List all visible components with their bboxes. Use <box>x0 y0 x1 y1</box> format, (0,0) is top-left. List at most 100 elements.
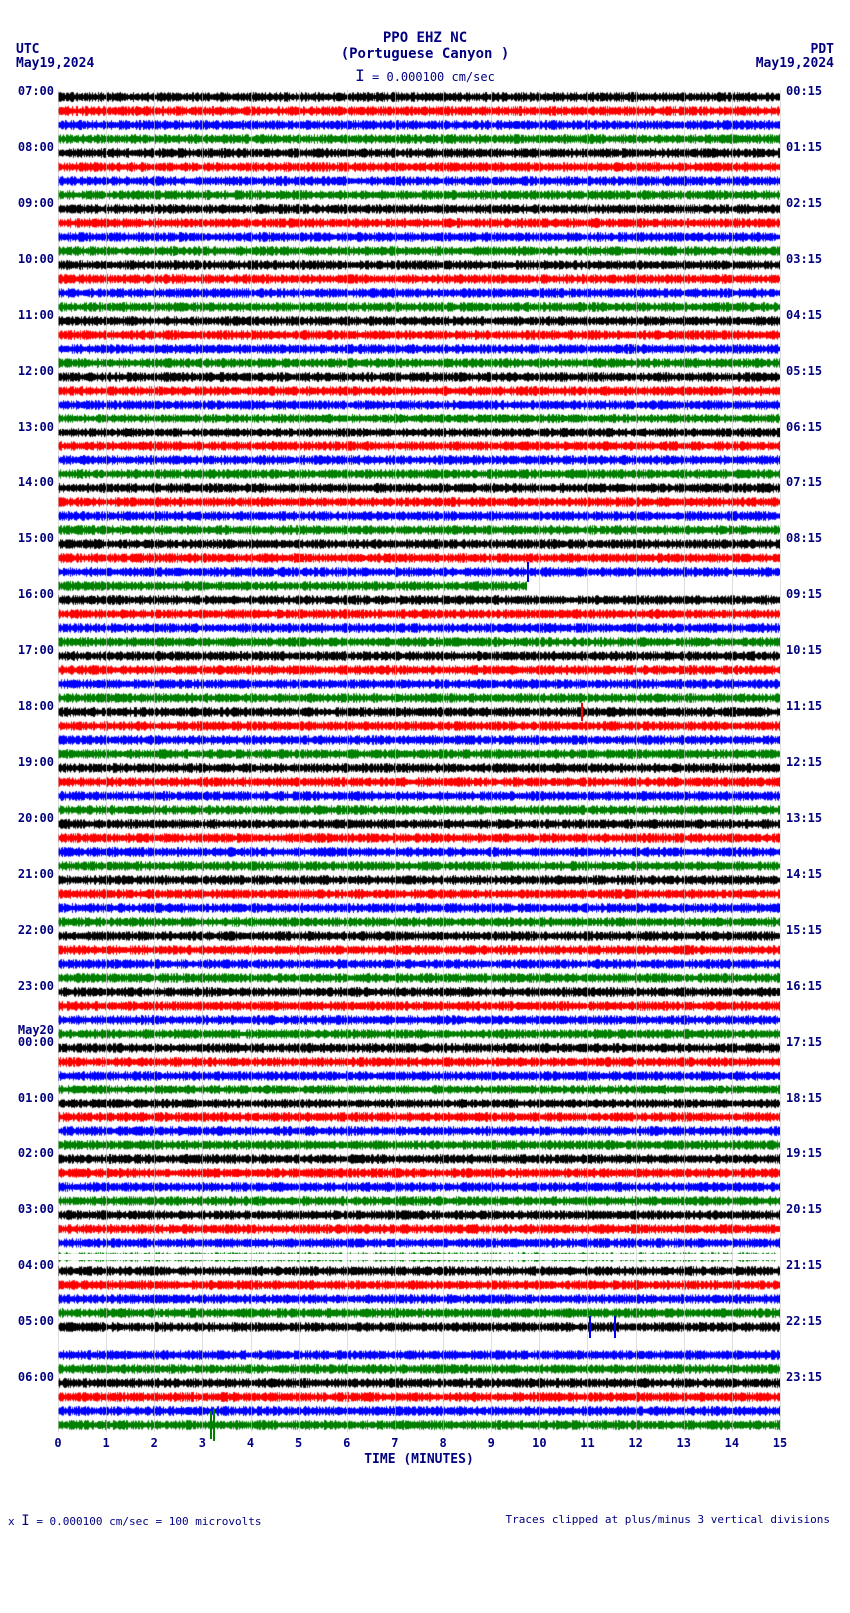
trace-canvas <box>58 803 780 817</box>
trace-row <box>58 1404 780 1418</box>
footer-bar-icon: I <box>21 1513 29 1529</box>
trace-canvas <box>58 1306 780 1320</box>
grid-line <box>202 90 203 1432</box>
trace-canvas <box>58 817 780 831</box>
trace-row <box>58 649 780 663</box>
trace-canvas <box>58 202 780 216</box>
time-label-left: 19:00 <box>6 755 54 769</box>
event-spike <box>213 1409 215 1441</box>
time-label-left: 04:00 <box>6 1258 54 1272</box>
trace-row <box>58 1166 780 1180</box>
trace-row <box>58 971 780 985</box>
trace-canvas <box>58 649 780 663</box>
trace-row <box>58 453 780 467</box>
trace-row <box>58 495 780 509</box>
trace-row <box>58 691 780 705</box>
scale-bar-icon: I <box>355 66 365 85</box>
trace-canvas <box>58 943 780 957</box>
time-label-left: 00:00 <box>6 1035 54 1049</box>
header: PPO EHZ NC (Portuguese Canyon ) I = 0.00… <box>0 0 850 85</box>
time-label-left: 20:00 <box>6 811 54 825</box>
trace-canvas <box>58 1124 780 1138</box>
time-label-left: 22:00 <box>6 923 54 937</box>
trace-canvas <box>58 1390 780 1404</box>
time-label-right: 04:15 <box>786 308 834 322</box>
trace-row <box>58 733 780 747</box>
data-gap <box>58 1334 780 1348</box>
trace-row <box>58 999 780 1013</box>
trace-canvas <box>58 607 780 621</box>
time-label-right: 03:15 <box>786 252 834 266</box>
trace-row <box>58 412 780 426</box>
trace-row <box>58 929 780 943</box>
trace-canvas <box>58 230 780 244</box>
trace-canvas <box>58 509 780 523</box>
trace-row <box>58 342 780 356</box>
trace-row <box>58 1376 780 1390</box>
trace-row <box>58 1292 780 1306</box>
grid-line <box>106 90 107 1432</box>
trace-canvas <box>58 1278 780 1292</box>
grid-line <box>395 90 396 1432</box>
trace-canvas <box>58 1041 780 1055</box>
trace-canvas <box>58 1097 780 1111</box>
trace-row <box>58 426 780 440</box>
date-left: May19,2024 <box>16 56 94 71</box>
trace-row <box>58 1236 780 1250</box>
x-tick-label: 5 <box>295 1436 302 1450</box>
grid-line <box>58 90 59 1432</box>
trace-canvas <box>58 1110 780 1124</box>
trace-canvas <box>58 957 780 971</box>
trace-canvas <box>58 314 780 328</box>
trace-canvas <box>58 104 780 118</box>
x-tick-label: 1 <box>103 1436 110 1450</box>
trace-row <box>58 188 780 202</box>
trace-canvas <box>58 1222 780 1236</box>
trace-row <box>58 551 780 565</box>
trace-canvas <box>58 342 780 356</box>
trace-canvas <box>58 1083 780 1097</box>
trace-canvas <box>58 467 780 481</box>
data-gap <box>58 1254 780 1260</box>
trace-canvas <box>58 915 780 929</box>
trace-canvas <box>58 831 780 845</box>
trace-canvas <box>58 705 780 719</box>
time-label-left: 14:00 <box>6 475 54 489</box>
trace-canvas <box>58 565 780 579</box>
time-label-right: 17:15 <box>786 1035 834 1049</box>
trace-row <box>58 1390 780 1404</box>
time-label-left: 01:00 <box>6 1091 54 1105</box>
time-label-left: 21:00 <box>6 867 54 881</box>
trace-row <box>58 887 780 901</box>
trace-canvas <box>58 1404 780 1418</box>
trace-canvas <box>58 789 780 803</box>
trace-row <box>58 1278 780 1292</box>
grid-line <box>443 90 444 1432</box>
time-label-right: 13:15 <box>786 811 834 825</box>
trace-canvas <box>58 551 780 565</box>
trace-canvas <box>58 635 780 649</box>
event-spike <box>527 562 529 582</box>
trace-row <box>58 705 780 719</box>
trace-row <box>58 565 780 579</box>
trace-row <box>58 985 780 999</box>
time-label-right: 21:15 <box>786 1258 834 1272</box>
x-tick-label: 12 <box>628 1436 642 1450</box>
trace-canvas <box>58 272 780 286</box>
trace-canvas <box>58 328 780 342</box>
trace-row <box>58 719 780 733</box>
trace-row <box>58 1055 780 1069</box>
grid-line <box>684 90 685 1432</box>
trace-row <box>58 286 780 300</box>
trace-row <box>58 859 780 873</box>
trace-canvas <box>58 985 780 999</box>
trace-row <box>58 328 780 342</box>
time-label-right: 06:15 <box>786 420 834 434</box>
trace-canvas <box>58 1166 780 1180</box>
trace-canvas <box>58 775 780 789</box>
trace-row <box>58 300 780 314</box>
time-label-left: 23:00 <box>6 979 54 993</box>
trace-row <box>58 314 780 328</box>
trace-row <box>58 202 780 216</box>
grid-line <box>539 90 540 1432</box>
